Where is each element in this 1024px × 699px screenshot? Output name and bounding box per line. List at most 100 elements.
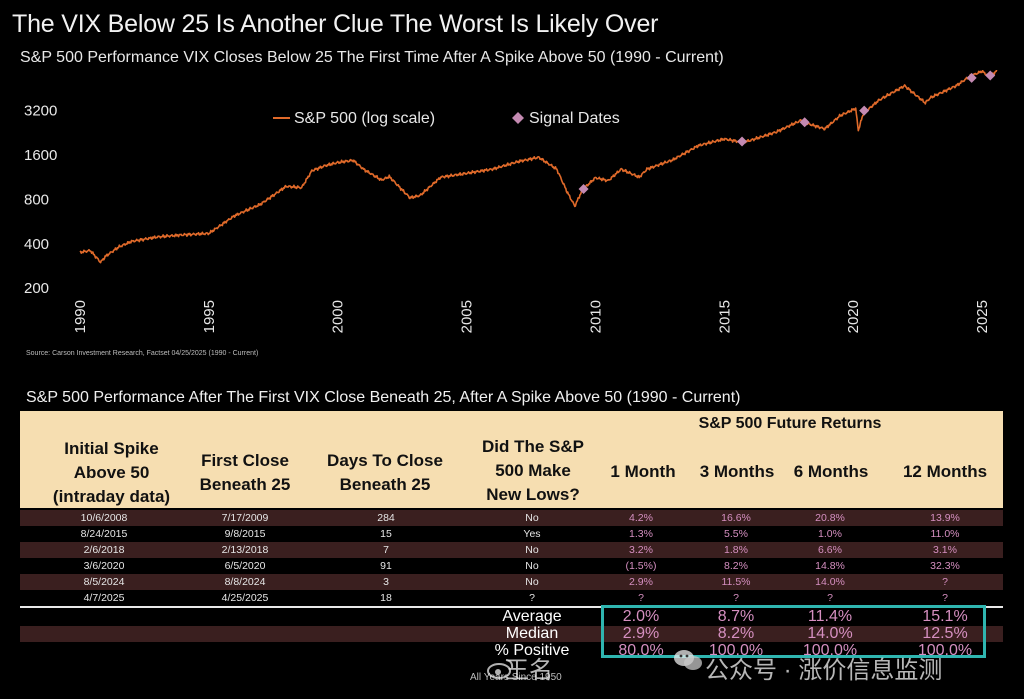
y-axis: 200 400 800 1600 3200 [24, 102, 57, 297]
signal-date-marker [799, 117, 810, 128]
table-cell-spike: 8/5/2024 [83, 576, 125, 588]
table-cell-m1: ? [638, 592, 644, 604]
table-cell-m1: 1.3% [629, 528, 653, 540]
table-cell-m3: 16.6% [721, 512, 751, 524]
table-cell-spike: 10/6/2008 [80, 512, 128, 524]
summary-label: % Positive [494, 642, 570, 659]
col-header-days: Days To Close Beneath 25 [305, 449, 465, 497]
summary-cell-m3: 8.7% [717, 608, 755, 625]
table-cell-days: 91 [380, 560, 392, 572]
table-cell-m12: 32.3% [930, 560, 960, 572]
x-tick-label: 2020 [845, 300, 862, 333]
summary-cell-m3: 8.2% [717, 625, 755, 642]
x-tick-label: 1995 [201, 300, 218, 333]
y-tick-label: 3200 [24, 102, 57, 119]
signal-date-marker [966, 72, 977, 83]
table-cell-first: 6/5/2020 [224, 560, 266, 572]
table-cell-lows: No [525, 544, 539, 556]
y-tick-label: 1600 [24, 147, 57, 164]
table-cell-m12: 3.1% [933, 544, 957, 556]
summary-cell-m1: 2.9% [622, 625, 660, 642]
header-line: New Lows? [486, 485, 580, 504]
summary-highlight-box [601, 605, 986, 658]
table-cell-m6: ? [827, 592, 833, 604]
table-row: 10/6/2008 7/17/2009 284 No 4.2% 16.6% 20.8% 13.… [20, 510, 1003, 526]
table-cell-m1: (1.5%) [625, 560, 657, 572]
col-header-initial-spike: Initial Spike Above 50 (intraday data) [20, 437, 203, 509]
table-cell-days: 18 [380, 592, 392, 604]
summary-label: Average [502, 608, 562, 625]
table-row: 8/5/2024 8/8/2024 3 No 2.9% 11.5% 14.0%? [20, 574, 1003, 590]
sp500-line-chart: 200 400 800 1600 3200 1990 1995 2000 2005 2010 20… [24, 70, 998, 333]
table-cell-m12: ? [942, 592, 948, 604]
table-cell-first: 8/8/2024 [224, 576, 266, 588]
summary-cell-m3: 100.0% [708, 642, 764, 659]
table-cell-lows: Yes [523, 528, 541, 540]
header-line: First Close [201, 451, 289, 470]
table-cell-m3: 1.8% [724, 544, 748, 556]
col-header-first-close: First Close Beneath 25 [165, 449, 325, 497]
chart-title: The VIX Below 25 Is Another Clue The Wor… [12, 10, 659, 38]
table-cell-m6: 14.0% [815, 576, 845, 588]
x-tick-label: 2010 [587, 300, 604, 333]
table-cell-m12: 11.0% [930, 528, 960, 540]
summary-cell-m6: 11.4% [807, 608, 853, 625]
legend-entry: S&P 500 (log scale) [294, 110, 435, 127]
table-cell-m6: 14.8% [815, 560, 845, 572]
signal-date-marker [578, 183, 589, 194]
watermark-account: 公众号 · 涨价信息监测 [705, 657, 943, 684]
x-tick-label: 2000 [330, 300, 347, 333]
table-cell-lows: ? [529, 592, 535, 604]
header-line: Above 50 [73, 463, 150, 482]
col-header-6-months: 6 Months [793, 462, 869, 481]
chart-legend: S&P 500 (log scale) Signal Dates [273, 110, 620, 127]
signal-date-marker [737, 136, 748, 147]
table-cell-spike: 3/6/2020 [83, 560, 125, 572]
legend-marker-swatch [512, 112, 524, 124]
summary-cell-m6: 100.0% [802, 642, 858, 659]
table-separator [20, 606, 1003, 608]
summary-cell-m1: 80.0% [618, 642, 664, 659]
x-tick-label: 1990 [72, 300, 89, 333]
summary-cell-m1: 2.0% [622, 608, 660, 625]
table-cell-lows: No [525, 560, 539, 572]
table-row: 4/7/2025 4/25/2025 18????? [20, 590, 1003, 606]
header-line: Did The S&P [481, 437, 584, 456]
table-cell-days: 284 [377, 512, 395, 524]
y-tick-label: 400 [24, 236, 49, 253]
table-row: 8/24/2015 9/8/2015 15 Yes 1.3% 5.5% 1.0% 11.0% [20, 526, 1003, 542]
signal-date-marker [859, 105, 870, 116]
table-row: 2/6/2018 2/13/2018 7 No 3.2% 1.8% 6.6% 3.1% [20, 542, 1003, 558]
table-cell-m12: ? [942, 576, 948, 588]
table-header: Initial Spike Above 50 (intraday data) F… [20, 411, 1003, 508]
table-cell-first: 2/13/2018 [221, 544, 269, 556]
header-line: (intraday data) [52, 487, 171, 506]
sp500-line [79, 70, 998, 264]
table-cell-first: 7/17/2009 [221, 512, 269, 524]
summary-label: Median [505, 625, 559, 642]
table-row: 3/6/2020 6/5/2020 91 No (1.5%) 8.2% 14.8% 32.3% [20, 558, 1003, 574]
col-super-header-future-returns: S&P 500 Future Returns [698, 415, 882, 432]
table-cell-m3: 11.5% [721, 576, 751, 588]
summary-cell-m12: 100.0% [917, 642, 973, 659]
table-cell-first: 4/25/2025 [221, 592, 269, 604]
x-tick-label: 2005 [459, 300, 476, 333]
summary-cell-m12: 12.5% [922, 625, 968, 642]
col-header-new-lows: Did The S&P 500 Make New Lows? [453, 435, 613, 507]
summary-row: % Positive 80.0% 100.0% 100.0% 100.0% [20, 643, 1003, 659]
table-cell-spike: 4/7/2025 [83, 592, 125, 604]
signal-date-marker [985, 70, 996, 81]
header-line: Beneath 25 [339, 475, 431, 494]
col-header-1-month: 1 Month [610, 462, 676, 481]
y-tick-label: 200 [24, 280, 49, 297]
table-cell-m1: 3.2% [629, 544, 653, 556]
chart-source-note: Source: Carson Investment Research, Fact… [26, 350, 259, 357]
table-cell-lows: No [525, 576, 539, 588]
wechat-icon [674, 650, 702, 670]
table-title: S&P 500 Performance After The First VIX … [26, 389, 741, 406]
table-cell-spike: 8/24/2015 [80, 528, 128, 540]
watermark-author: 王名 [505, 657, 553, 684]
table-cell-first: 9/8/2015 [224, 528, 266, 540]
table-cell-m12: 13.9% [930, 512, 960, 524]
summary-row: Median 2.9% 8.2% 14.0% 12.5% [20, 626, 1003, 642]
